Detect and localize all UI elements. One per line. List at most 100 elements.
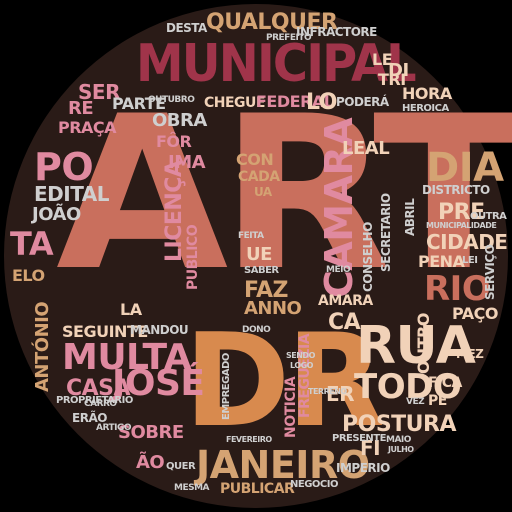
word-ua: UA [254, 185, 272, 199]
word-mesma: MESMA [174, 483, 210, 493]
word-licenca: LICENÇA [162, 160, 187, 262]
word-proprietario: PROPRIETARIO [56, 395, 133, 406]
word-dr: DR [184, 307, 385, 456]
word-di: DI [388, 60, 409, 81]
word-edital: EDITAL [34, 182, 110, 206]
word-noticia: NOTICIA [283, 376, 299, 438]
word-meio: MEIO [326, 265, 351, 275]
word-rio: RIO [424, 269, 491, 309]
word-heroica: HEROICA [402, 103, 449, 114]
word-lo: LO [306, 90, 337, 115]
word-freguezia: FREGUEZIA [297, 333, 313, 418]
word-pena: PENA [418, 252, 465, 271]
word-leal: LEAL [342, 138, 390, 159]
word-ta: TA [10, 225, 54, 263]
word-art: ART [56, 70, 512, 317]
word-fica: FICA [428, 375, 462, 391]
word-tri: TRI [378, 70, 406, 89]
word-janeiro: JANEIRO [196, 443, 370, 487]
word-con: CON [236, 150, 274, 169]
word-joao: JOÃO [32, 204, 81, 225]
word-dono: DONO [242, 325, 271, 335]
word-lei: LEI [462, 255, 478, 266]
word-for: FÔR [156, 132, 192, 151]
word-qualquer: QUALQUER [206, 10, 338, 35]
word-ao: ÃO [136, 452, 165, 473]
word-federal: FEDERAL [256, 92, 334, 111]
word-outra: OUTRA [470, 211, 507, 222]
word-faz: FAZ [244, 278, 288, 303]
word-municipalidade: MUNICIPALIDADE [426, 221, 497, 230]
word-ca: CA [328, 310, 361, 335]
word-vez: VEZ [406, 397, 425, 407]
word-amara: AMARA [318, 293, 373, 309]
word-outro: OUTRO [414, 313, 433, 374]
word-la: LA [120, 300, 142, 319]
word-seguinte: SEGUINTE [62, 322, 148, 341]
word-postura: POSTURA [342, 412, 457, 437]
word-mandou: MANDOU [130, 323, 189, 337]
word-presente: PRESENTE [332, 433, 386, 444]
word-todo: TODO [354, 367, 462, 407]
word-mez: MEZ [456, 347, 484, 361]
word-imperio: IMPERIO [336, 461, 390, 475]
word-antonio: ANTÓNIO [32, 301, 53, 392]
word-saber: SABER [244, 265, 279, 276]
word-publico: PUBLICO [185, 224, 201, 290]
word-cidade: CIDADE [426, 230, 508, 254]
word-outubro: OUTUBRO [148, 95, 195, 105]
word-negocio: NEGOCIO [290, 479, 338, 490]
word-desta: DESTA [166, 21, 207, 35]
word-rua: RUA [356, 316, 476, 376]
word-pre: PRE [438, 200, 485, 225]
word-publicar: PUBLICAR [220, 481, 295, 497]
word-artigo: ARTIGO [96, 423, 132, 433]
word-carro: CARRO [84, 399, 117, 409]
word-casa: CASA [66, 376, 131, 401]
word-re: RE [68, 98, 94, 119]
word-servico: SERVIÇO [483, 244, 497, 300]
word-multa: MULTA [62, 337, 192, 378]
word-districto: DISTRICTO [422, 183, 490, 197]
word-podera: PODERÁ [336, 95, 389, 109]
word-anno: ANNO [244, 298, 302, 319]
word-fi: FI [360, 436, 381, 460]
word-municipal: MUNICIPAL [136, 34, 417, 94]
word-feita: FEITA [238, 231, 264, 241]
word-secretario: SECRETARIO [379, 193, 393, 272]
word-julho: JULHO [388, 445, 414, 454]
word-prefeito: PREFEITO [266, 33, 312, 43]
word-fevereiro: FEVEREIRO [226, 435, 272, 444]
word-erao: ERÃO [72, 411, 107, 425]
word-pe: PE [428, 393, 447, 409]
word-dia: DIA [426, 145, 504, 191]
word-parte: PARTE [112, 94, 166, 113]
word-paco: PAÇO [452, 304, 498, 323]
word-logo: LOGO [290, 361, 313, 370]
word-ue: UE [246, 244, 272, 265]
word-obra: OBRA [152, 110, 207, 131]
word-abril: ABRIL [403, 198, 417, 236]
word-elo: ELO [12, 266, 45, 285]
word-conselho: CONSELHO [361, 222, 375, 292]
word-ser: SER [78, 80, 120, 104]
word-cada: CADA [238, 169, 280, 185]
word-empregado: EMPREGADO [221, 353, 232, 420]
word-chegue: CHEGUE [204, 95, 265, 111]
word-er: ER [326, 382, 355, 406]
word-portaria: PORTARIA [203, 333, 219, 408]
word-quer: QUER [166, 461, 196, 472]
word-ima: IMA [168, 152, 206, 173]
word-praca: PRAÇA [58, 118, 117, 137]
word-sendo: SENDO [286, 351, 315, 360]
word-cloud-disc [4, 4, 508, 508]
word-maio: MAIO [386, 435, 411, 445]
word-le: LE [372, 50, 393, 69]
word-sobre: SOBRE [118, 422, 184, 443]
word-hora: HORA [402, 84, 452, 103]
word-jose: JOSÉ [112, 363, 205, 404]
word-terreno: TERRENO [308, 387, 347, 396]
word-po: PO [34, 145, 94, 189]
word-infractore: INFRACTORE [296, 25, 377, 39]
